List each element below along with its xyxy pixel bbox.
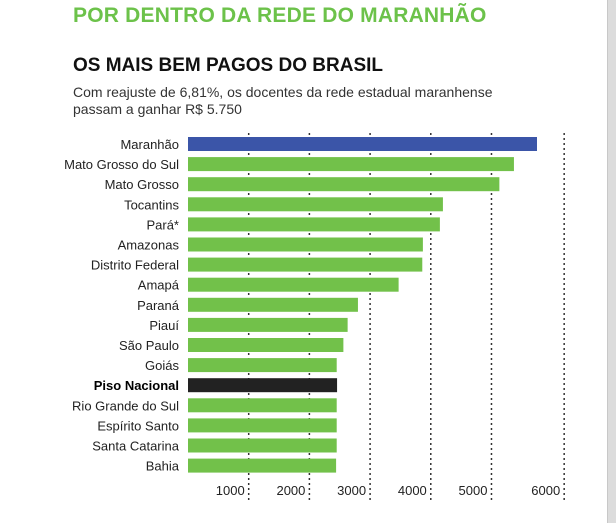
- x-tick-label-3000: 3000: [337, 483, 366, 498]
- category-label-7: Amapá: [138, 278, 180, 293]
- category-label-5: Amazonas: [118, 238, 180, 253]
- category-label-16: Bahia: [146, 459, 180, 474]
- category-label-12: Piso Nacional: [94, 378, 179, 393]
- bar-11: [188, 358, 337, 373]
- category-label-8: Paraná: [137, 298, 180, 313]
- chart-title: OS MAIS BEM PAGOS DO BRASIL: [73, 55, 384, 76]
- bar-8: [188, 297, 358, 312]
- bar-10: [188, 338, 344, 352]
- x-tick-label-6000: 6000: [531, 483, 560, 498]
- bar-0: [188, 137, 537, 151]
- category-label-3: Tocantins: [124, 197, 179, 212]
- x-tick-label-4000: 4000: [398, 483, 427, 498]
- category-label-15: Santa Catarina: [92, 439, 179, 454]
- bar-3: [188, 197, 443, 212]
- chart-subtitle: Com reajuste de 6,81%, os docentes da re…: [73, 84, 493, 117]
- category-label-0: Maranhão: [120, 137, 179, 152]
- category-label-2: Mato Grosso: [105, 177, 179, 192]
- bar-2: [188, 177, 500, 192]
- bar-4: [188, 217, 440, 232]
- category-label-6: Distrito Federal: [91, 258, 179, 273]
- category-label-1: Mato Grosso do Sul: [64, 157, 179, 172]
- bar-6: [188, 257, 423, 272]
- category-label-4: Pará*: [146, 217, 179, 232]
- bar-14: [188, 418, 337, 433]
- bar-15: [188, 438, 337, 453]
- bar-16: [188, 458, 337, 473]
- category-label-13: Rio Grande do Sul: [72, 398, 179, 413]
- category-label-11: Goiás: [145, 358, 179, 373]
- bar-13: [188, 398, 337, 413]
- bar-7: [188, 277, 399, 292]
- bar-1: [188, 157, 514, 172]
- x-tick-label-1000: 1000: [216, 483, 245, 498]
- section-header-title: POR DENTRO DA REDE DO MARANHÃO: [73, 4, 487, 27]
- x-tick-label-5000: 5000: [459, 483, 488, 498]
- page-right-border: [607, 0, 616, 523]
- bar-12: [188, 378, 338, 393]
- bar-5: [188, 237, 423, 252]
- category-label-14: Espírito Santo: [97, 418, 179, 433]
- bar-9: [188, 317, 348, 332]
- x-tick-label-2000: 2000: [276, 483, 305, 498]
- category-label-9: Piauí: [149, 318, 179, 333]
- category-label-10: São Paulo: [119, 338, 179, 353]
